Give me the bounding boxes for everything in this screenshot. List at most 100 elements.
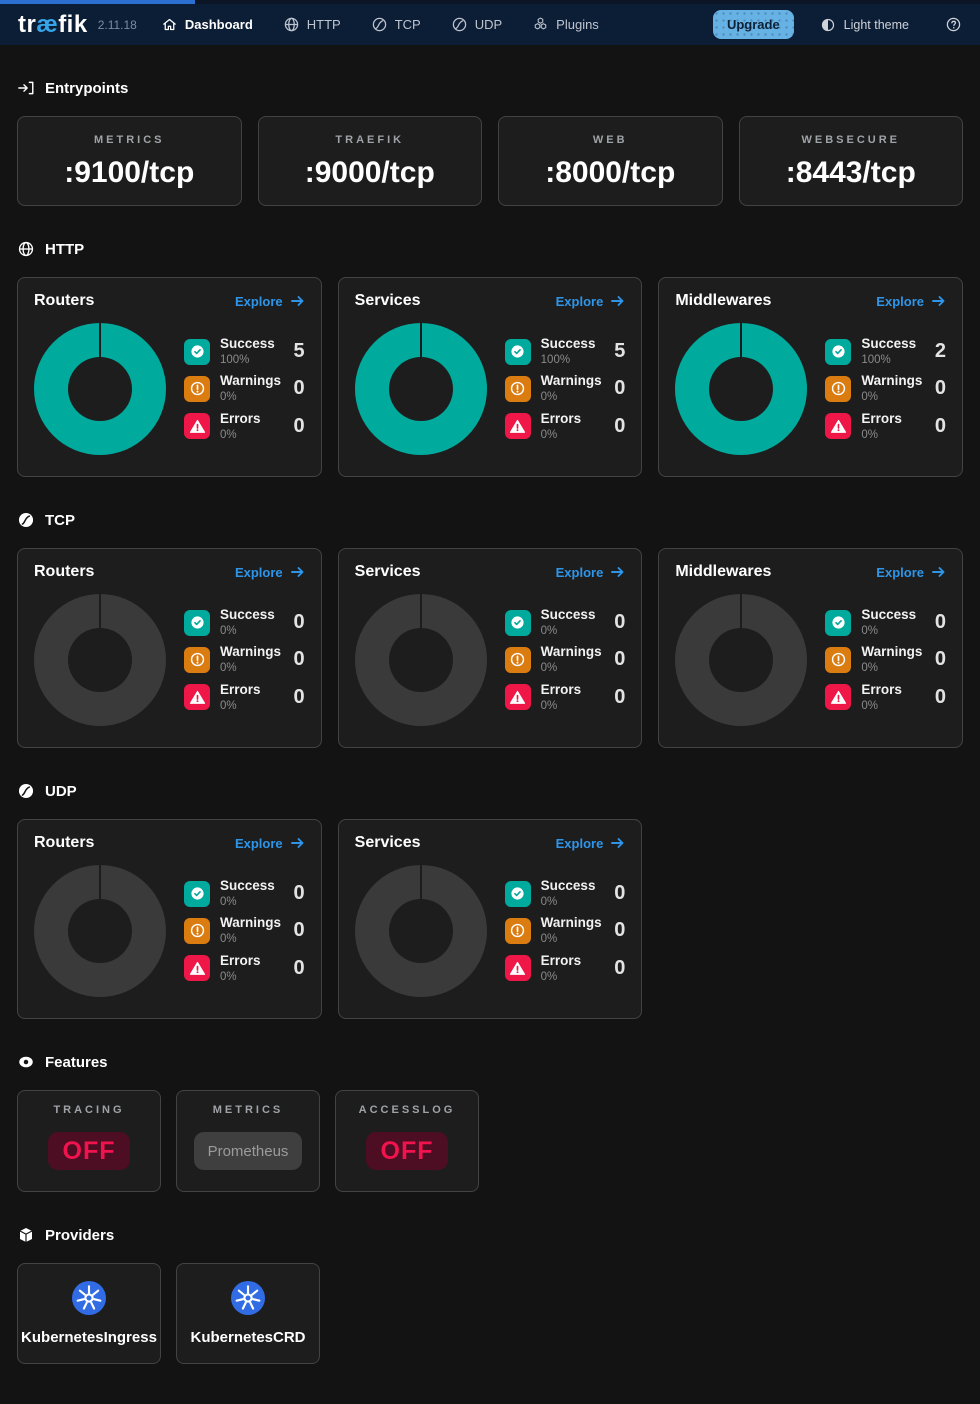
feature-status-badge: OFF	[366, 1132, 448, 1170]
stat-errors: Errors 0% 0	[825, 682, 946, 712]
success-check-icon	[184, 880, 210, 907]
stat-percent: 100%	[220, 353, 250, 366]
entrypoint-port: :8000/tcp	[545, 156, 676, 189]
arrow-right-icon	[611, 296, 624, 306]
stat-label: Warnings	[861, 373, 923, 389]
success-check-icon	[825, 338, 852, 365]
entrypoint-port: :9100/tcp	[64, 156, 195, 189]
error-triangle-icon	[825, 684, 852, 711]
stat-label: Success	[861, 606, 917, 622]
nav-item-plugins[interactable]: Plugins	[532, 16, 599, 33]
success-check-icon	[504, 609, 531, 636]
version-label: 2.11.18	[97, 17, 137, 32]
stats-list: Success 100% 5 Warnings 0% 0 Errors 0% 0	[504, 336, 626, 441]
nav-item-http[interactable]: HTTP	[283, 16, 341, 33]
warning-circle-icon	[184, 917, 210, 944]
stat-count: 5	[614, 340, 626, 362]
theme-toggle[interactable]: Light theme	[820, 17, 909, 33]
success-check-icon	[184, 609, 210, 636]
stat-label: Warnings	[540, 915, 602, 931]
tcp-routers-card: Routers Explore Success 0% 0 Warnings 0% 0	[17, 548, 322, 748]
donut-chart	[354, 594, 487, 726]
provider-name: KubernetesIngress	[21, 1329, 157, 1346]
stats-list: Success 0% 0 Warnings 0% 0 Errors 0% 0	[504, 607, 626, 712]
stat-label: Errors	[540, 681, 582, 697]
section-title-udp: UDP	[17, 782, 963, 800]
explore-link[interactable]: Explore	[556, 836, 626, 851]
card-title: Middlewares	[675, 563, 772, 580]
providers-grid: KubernetesIngress KubernetesCRD	[17, 1263, 963, 1364]
card-title: Services	[354, 563, 421, 580]
arrow-right-icon	[290, 838, 304, 848]
dashboard-content: Entrypoints METRICS :9100/tcp TRAEFIK :9…	[0, 79, 980, 1404]
hexagons-icon	[534, 17, 547, 30]
feature-status-badge: Prometheus	[193, 1132, 303, 1170]
stat-label: Warnings	[220, 373, 282, 389]
feature-card-tracing: TRACING OFF	[17, 1090, 161, 1192]
stat-label: Success	[220, 606, 275, 622]
error-triangle-icon	[504, 684, 531, 711]
upgrade-button[interactable]: Upgrade	[712, 10, 794, 39]
stats-list: Success 0% 0 Warnings 0% 0 Errors 0% 0	[184, 877, 305, 983]
explore-link[interactable]: Explore	[876, 294, 946, 309]
stat-label: Success	[220, 877, 275, 893]
enter-bracket-icon	[18, 81, 34, 95]
stat-percent: 0%	[540, 428, 558, 441]
arrow-right-icon	[290, 296, 304, 306]
stat-percent: 0%	[540, 391, 558, 404]
stat-warnings: Warnings 0% 0	[825, 644, 946, 674]
logo-ae: æ	[36, 10, 59, 38]
stat-warnings: Warnings 0% 0	[184, 373, 305, 403]
explore-link[interactable]: Explore	[876, 565, 946, 580]
stat-label: Errors	[220, 410, 261, 426]
protocol-icon	[372, 17, 386, 32]
provider-card-kubernetes-ingress: KubernetesIngress	[17, 1263, 161, 1364]
section-title-entrypoints: Entrypoints	[17, 79, 963, 97]
explore-link[interactable]: Explore	[556, 294, 626, 309]
traefik-logo[interactable]: tr æ fik	[18, 11, 88, 39]
entrypoint-name: TRAEFIK	[335, 134, 405, 146]
explore-link[interactable]: Explore	[235, 294, 305, 309]
stats-list: Success 100% 2 Warnings 0% 0 Errors 0% 0	[825, 336, 946, 441]
stat-percent: 100%	[540, 353, 571, 366]
stat-percent: 0%	[540, 970, 558, 983]
entrypoint-port: :9000/tcp	[304, 156, 435, 189]
stats-list: Success 0% 0 Warnings 0% 0 Errors 0% 0	[184, 606, 305, 712]
stat-errors: Errors 0% 0	[504, 411, 625, 441]
warning-circle-icon	[504, 917, 531, 944]
tcp-middlewares-card: Middlewares Explore Success 0% 0 Warnings…	[658, 548, 963, 748]
explore-link[interactable]: Explore	[556, 565, 626, 580]
nav-label: UDP	[474, 17, 503, 32]
nav-item-dashboard[interactable]: Dashboard	[161, 16, 253, 33]
tcp-services-card: Services Explore Success 0% 0 Warnings 0% …	[337, 548, 643, 748]
stat-count: 0	[614, 611, 626, 633]
donut-chart	[675, 594, 808, 726]
stat-errors: Errors 0% 0	[504, 953, 625, 983]
error-triangle-icon	[184, 955, 210, 982]
entrypoint-card-websecure: WEBSECURE :8443/tcp	[738, 116, 963, 206]
success-check-icon	[504, 880, 531, 907]
stat-count: 5	[293, 340, 305, 362]
main-nav: Dashboard HTTP TCP UDP Plugins	[161, 16, 599, 33]
stat-success: Success 100% 5	[184, 336, 305, 366]
http-routers-card: Routers Explore Success 100% 5 Warnings 0%…	[17, 277, 322, 477]
stat-percent: 0%	[540, 933, 558, 946]
provider-name: KubernetesCRD	[190, 1329, 306, 1346]
explore-link[interactable]: Explore	[235, 565, 305, 580]
section-label: TCP	[45, 511, 75, 529]
stat-label: Errors	[220, 952, 261, 968]
help-button[interactable]	[945, 16, 962, 33]
donut-chart	[675, 323, 808, 455]
feature-card-metrics: METRICS Prometheus	[176, 1090, 320, 1192]
error-triangle-icon	[825, 413, 852, 440]
arrow-right-icon	[611, 838, 624, 848]
feature-status-badge: OFF	[48, 1132, 130, 1170]
stat-success: Success 0% 0	[184, 606, 305, 637]
explore-link[interactable]: Explore	[235, 836, 305, 851]
entrypoint-name: WEB	[592, 134, 628, 146]
entrypoint-port: :8443/tcp	[785, 156, 916, 189]
stat-count: 2	[934, 340, 946, 362]
nav-item-udp[interactable]: UDP	[451, 16, 502, 33]
nav-item-tcp[interactable]: TCP	[371, 16, 421, 33]
stat-errors: Errors 0% 0	[184, 682, 305, 712]
